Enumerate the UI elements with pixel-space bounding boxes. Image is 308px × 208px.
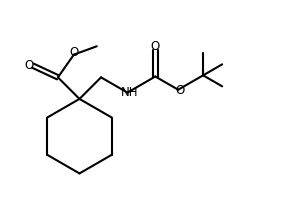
Text: O: O	[175, 84, 184, 97]
Text: O: O	[69, 46, 79, 59]
Text: NH: NH	[120, 86, 138, 99]
Text: O: O	[24, 59, 33, 72]
Text: O: O	[151, 40, 160, 53]
